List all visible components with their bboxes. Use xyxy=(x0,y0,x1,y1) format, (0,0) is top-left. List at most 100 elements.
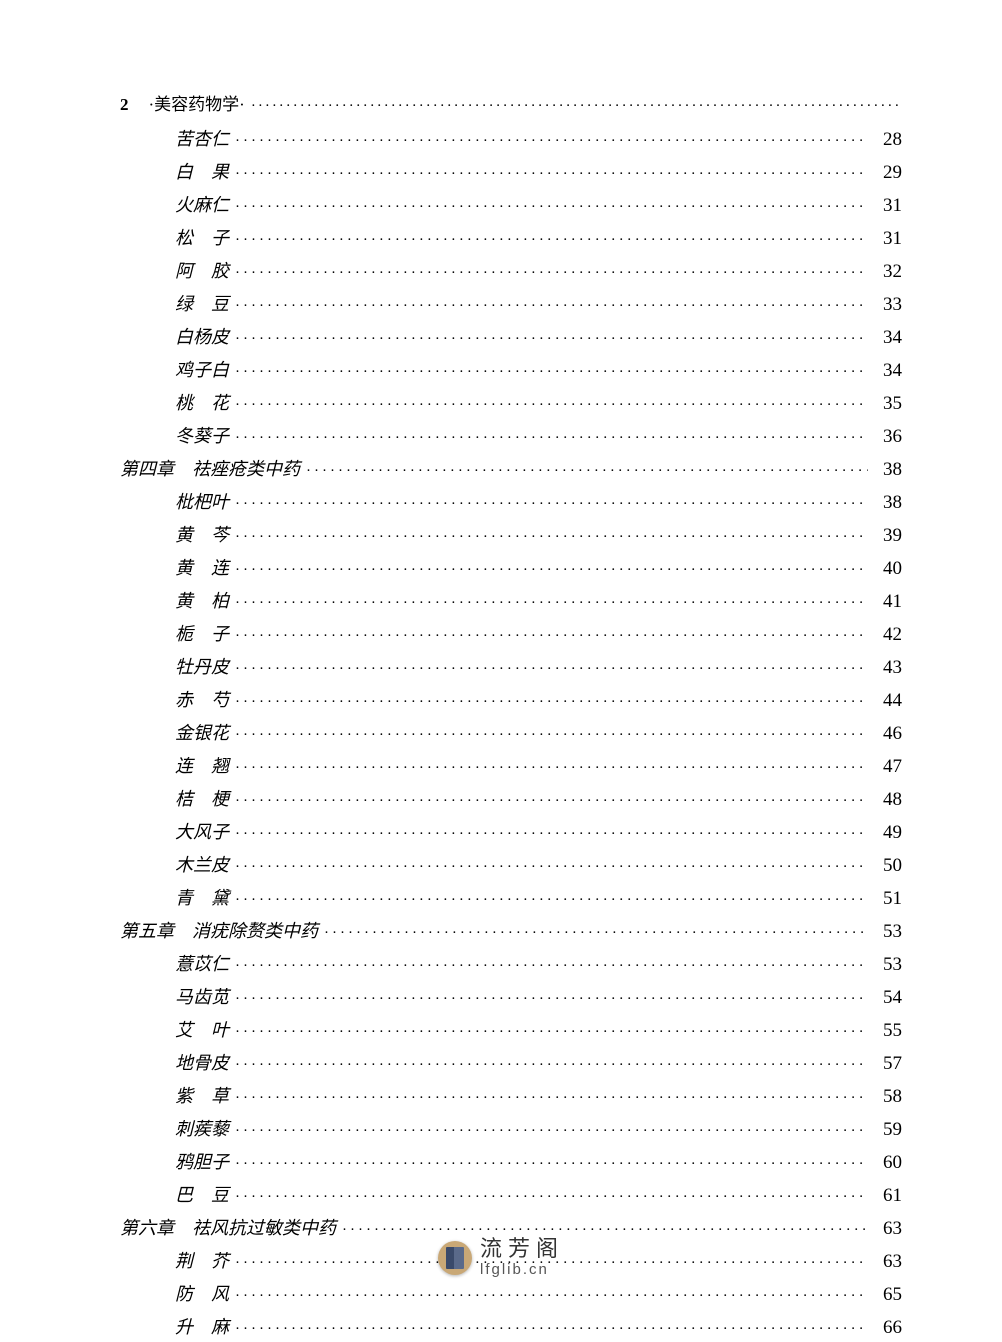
toc-sub-line: 紫 草·····································… xyxy=(120,1084,902,1111)
toc-entry-page: 46 xyxy=(874,721,902,746)
toc-entry-page: 53 xyxy=(874,952,902,977)
toc-entry-label: 木兰皮 xyxy=(175,853,229,878)
dot-leader: ········································… xyxy=(235,129,868,154)
toc-entry-label: 鸡子白 xyxy=(175,358,229,383)
dot-leader: ········································… xyxy=(235,426,868,451)
dot-leader: ········································… xyxy=(235,690,868,715)
toc-sub-line: 白杨皮·····································… xyxy=(120,325,902,352)
toc-entry-label: 马齿苋 xyxy=(175,985,229,1010)
dot-leader: ········································… xyxy=(235,1284,868,1309)
toc-entry-label: 苦杏仁 xyxy=(175,127,229,152)
toc-entry-label: 绿 豆 xyxy=(175,292,229,317)
watermark-url: lfglib.cn xyxy=(480,1262,564,1279)
header-book-title: ·美容药物学· xyxy=(149,90,245,115)
toc-entry-page: 49 xyxy=(874,820,902,845)
toc-entry-label: 黄 柏 xyxy=(175,589,229,614)
toc-entry-label: 枇杷叶 xyxy=(175,490,229,515)
dot-leader: ········································… xyxy=(306,459,868,484)
toc-entry-page: 48 xyxy=(874,787,902,812)
toc-entry-page: 61 xyxy=(874,1183,902,1208)
dot-leader: ········································… xyxy=(235,1119,868,1144)
toc-entry-label: 地骨皮 xyxy=(175,1051,229,1076)
toc-entry-page: 29 xyxy=(874,160,902,185)
dot-leader: ········································… xyxy=(235,1317,868,1342)
toc-entry-label: 连 翘 xyxy=(175,754,229,779)
toc-entry-page: 57 xyxy=(874,1051,902,1076)
dot-leader: ········································… xyxy=(235,624,868,649)
toc-sub-line: 火麻仁·····································… xyxy=(120,193,902,220)
header-dot-leader: ········································… xyxy=(251,98,902,115)
dot-leader: ········································… xyxy=(235,591,868,616)
toc-sub-line: 艾 叶·····································… xyxy=(120,1018,902,1045)
watermark-name-cn: 流芳阁 xyxy=(480,1237,564,1261)
toc-entry-label: 松 子 xyxy=(175,226,229,251)
dot-leader: ········································… xyxy=(235,360,868,385)
toc-entry-label: 牡丹皮 xyxy=(175,655,229,680)
dot-leader: ········································… xyxy=(235,1020,868,1045)
toc-sub-line: 黄 连·····································… xyxy=(120,556,902,583)
toc-entry-label: 刺蒺藜 xyxy=(175,1117,229,1142)
toc-entry-page: 36 xyxy=(874,424,902,449)
page-content: 2 ·美容药物学· ······························… xyxy=(0,0,1002,1342)
dot-leader: ········································… xyxy=(235,657,868,682)
toc-entry-page: 50 xyxy=(874,853,902,878)
toc-entry-label: 薏苡仁 xyxy=(175,952,229,977)
toc-entry-label: 黄 连 xyxy=(175,556,229,581)
toc-entry-label: 栀 子 xyxy=(175,622,229,647)
dot-leader: ········································… xyxy=(235,1185,868,1210)
toc-entry-page: 60 xyxy=(874,1150,902,1175)
toc-entry-page: 38 xyxy=(874,490,902,515)
toc-entry-page: 63 xyxy=(874,1216,902,1241)
dot-leader: ········································… xyxy=(235,888,868,913)
toc-entry-label: 巴 豆 xyxy=(175,1183,229,1208)
dot-leader: ········································… xyxy=(235,393,868,418)
toc-entry-label: 消疣除赘类中药 xyxy=(192,919,318,944)
toc-entry-label: 荆 芥 xyxy=(175,1249,229,1274)
dot-leader: ········································… xyxy=(235,492,868,517)
toc-sub-line: 鸦胆子·····································… xyxy=(120,1150,902,1177)
toc-sub-line: 苦杏仁·····································… xyxy=(120,127,902,154)
toc-sub-line: 黄 芩·····································… xyxy=(120,523,902,550)
toc-sub-line: 冬葵子·····································… xyxy=(120,424,902,451)
toc-entry-page: 59 xyxy=(874,1117,902,1142)
toc-entry-page: 54 xyxy=(874,985,902,1010)
dot-leader: ········································… xyxy=(235,1053,868,1078)
dot-leader: ········································… xyxy=(235,954,868,979)
toc-chapter-line: 第五章消疣除赘类中药······························… xyxy=(120,919,902,946)
watermark: 流芳阁 lfglib.cn xyxy=(438,1237,564,1278)
toc-entry-page: 33 xyxy=(874,292,902,317)
toc-chapter-prefix: 第四章 xyxy=(120,457,174,482)
toc-entry-label: 桃 花 xyxy=(175,391,229,416)
toc-sub-line: 松 子·····································… xyxy=(120,226,902,253)
dot-leader: ········································… xyxy=(235,789,868,814)
toc-sub-line: 白 果·····································… xyxy=(120,160,902,187)
toc-entry-label: 青 黛 xyxy=(175,886,229,911)
toc-sub-line: 阿 胶·····································… xyxy=(120,259,902,286)
toc-entry-label: 赤 芍 xyxy=(175,688,229,713)
dot-leader: ········································… xyxy=(235,327,868,352)
toc-sub-line: 鸡子白·····································… xyxy=(120,358,902,385)
toc-entry-label: 鸦胆子 xyxy=(175,1150,229,1175)
toc-entry-label: 阿 胶 xyxy=(175,259,229,284)
toc-entry-page: 38 xyxy=(874,457,902,482)
watermark-book-icon xyxy=(438,1241,472,1275)
toc-entry-page: 55 xyxy=(874,1018,902,1043)
toc-entry-label: 黄 芩 xyxy=(175,523,229,548)
page-header: 2 ·美容药物学· ······························… xyxy=(120,90,902,115)
toc-entry-label: 祛风抗过敏类中药 xyxy=(192,1216,336,1241)
toc-chapter-line: 第四章祛痤疮类中药·······························… xyxy=(120,457,902,484)
toc-entry-label: 金银花 xyxy=(175,721,229,746)
toc-entry-page: 31 xyxy=(874,226,902,251)
toc-chapter-prefix: 第六章 xyxy=(120,1216,174,1241)
watermark-text: 流芳阁 lfglib.cn xyxy=(480,1237,564,1278)
toc-entry-page: 66 xyxy=(874,1315,902,1340)
toc-entry-page: 43 xyxy=(874,655,902,680)
toc-entry-page: 35 xyxy=(874,391,902,416)
toc-entry-page: 32 xyxy=(874,259,902,284)
toc-sub-line: 木兰皮·····································… xyxy=(120,853,902,880)
dot-leader: ········································… xyxy=(235,756,868,781)
toc-entry-label: 桔 梗 xyxy=(175,787,229,812)
table-of-contents: 苦杏仁·····································… xyxy=(120,127,902,1342)
header-page-number: 2 xyxy=(120,95,129,115)
toc-sub-line: 地骨皮·····································… xyxy=(120,1051,902,1078)
